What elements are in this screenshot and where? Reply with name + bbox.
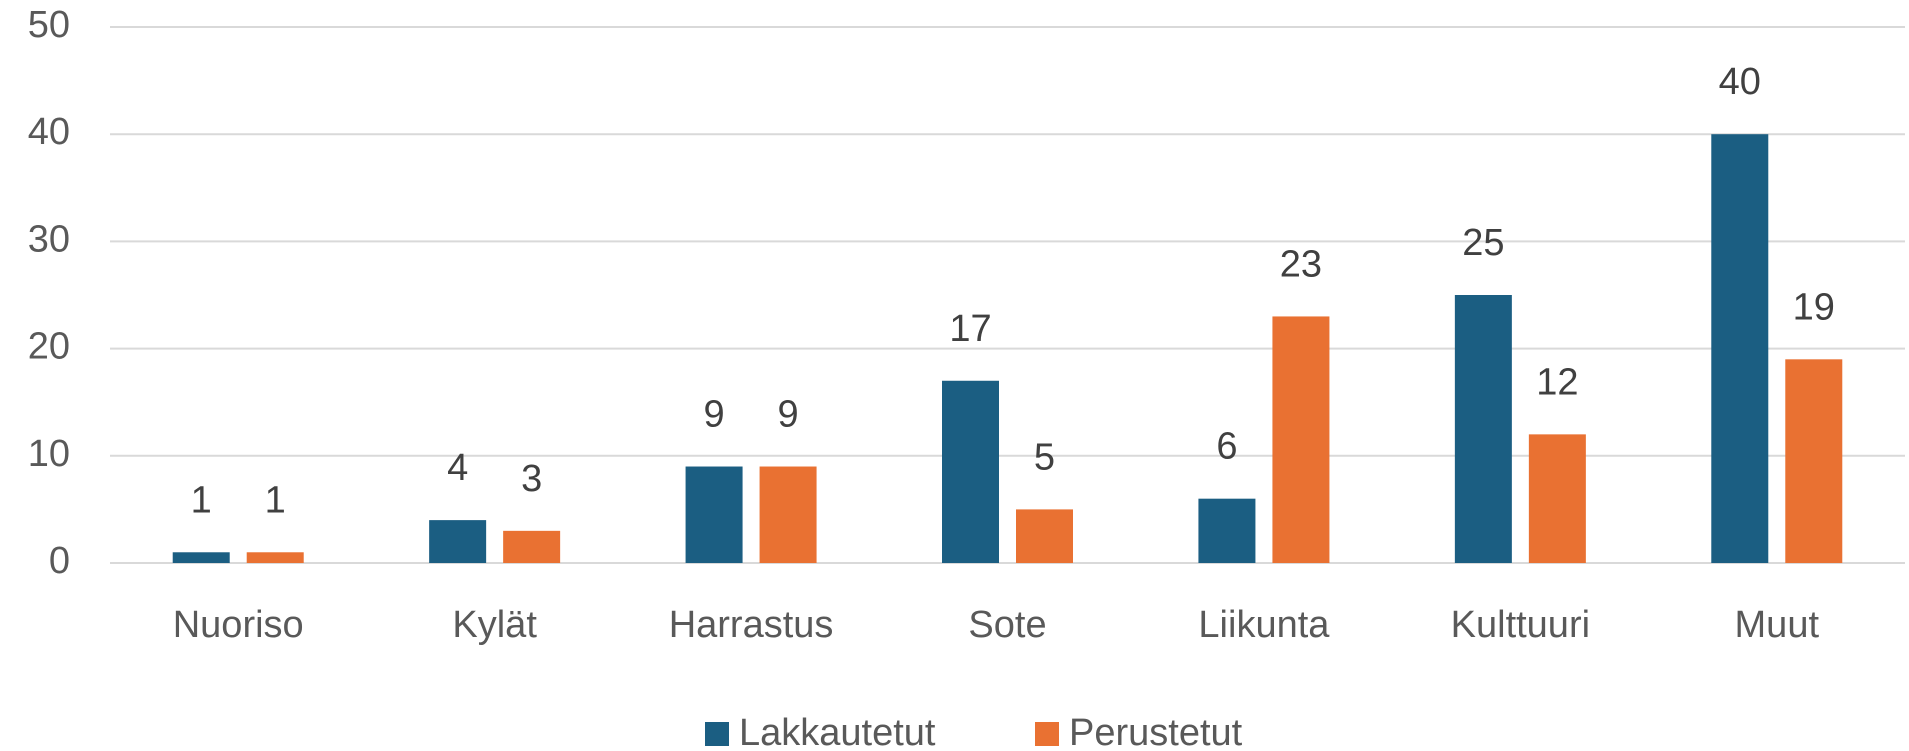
bar bbox=[503, 530, 561, 563]
x-tick-label: Kylät bbox=[452, 604, 537, 646]
x-tick-label: Sote bbox=[968, 604, 1046, 646]
x-tick-label: Muut bbox=[1735, 604, 1820, 646]
data-label: 23 bbox=[1280, 243, 1322, 285]
bar bbox=[1711, 134, 1769, 563]
bar bbox=[1198, 498, 1256, 563]
legend-swatch bbox=[1035, 722, 1059, 746]
y-tick-label: 20 bbox=[28, 326, 70, 368]
x-tick-label: Nuoriso bbox=[173, 604, 304, 646]
bar bbox=[1785, 359, 1843, 563]
data-label: 3 bbox=[521, 458, 542, 500]
y-tick-label: 30 bbox=[28, 218, 70, 260]
legend-swatch bbox=[705, 722, 729, 746]
y-tick-label: 50 bbox=[28, 4, 70, 46]
x-tick-label: Liikunta bbox=[1198, 604, 1330, 646]
data-label: 5 bbox=[1034, 436, 1055, 478]
x-tick-label: Kulttuuri bbox=[1451, 604, 1590, 646]
legend-label: Perustetut bbox=[1069, 712, 1243, 751]
data-label: 25 bbox=[1462, 222, 1504, 264]
data-label: 6 bbox=[1216, 426, 1237, 468]
data-label: 17 bbox=[949, 308, 991, 350]
data-label: 19 bbox=[1793, 286, 1835, 328]
bar bbox=[246, 552, 304, 563]
data-label: 4 bbox=[447, 447, 468, 489]
data-label: 12 bbox=[1536, 361, 1578, 403]
data-label: 1 bbox=[265, 479, 286, 521]
data-label: 9 bbox=[704, 394, 725, 436]
bar bbox=[759, 466, 817, 563]
bar bbox=[1454, 295, 1512, 563]
bar bbox=[1272, 316, 1330, 563]
data-label: 9 bbox=[778, 394, 799, 436]
y-tick-label: 0 bbox=[49, 540, 70, 582]
data-label: 1 bbox=[191, 479, 212, 521]
x-tick-label: Harrastus bbox=[669, 604, 834, 646]
y-tick-label: 40 bbox=[28, 111, 70, 153]
data-label: 40 bbox=[1719, 61, 1761, 103]
bar bbox=[942, 380, 999, 563]
bar bbox=[685, 466, 743, 563]
legend-label: Lakkautetut bbox=[739, 712, 936, 751]
y-tick-label: 10 bbox=[28, 433, 70, 475]
bar bbox=[1016, 509, 1073, 563]
bar bbox=[172, 552, 230, 563]
bar bbox=[1528, 434, 1586, 563]
bar bbox=[429, 520, 487, 563]
